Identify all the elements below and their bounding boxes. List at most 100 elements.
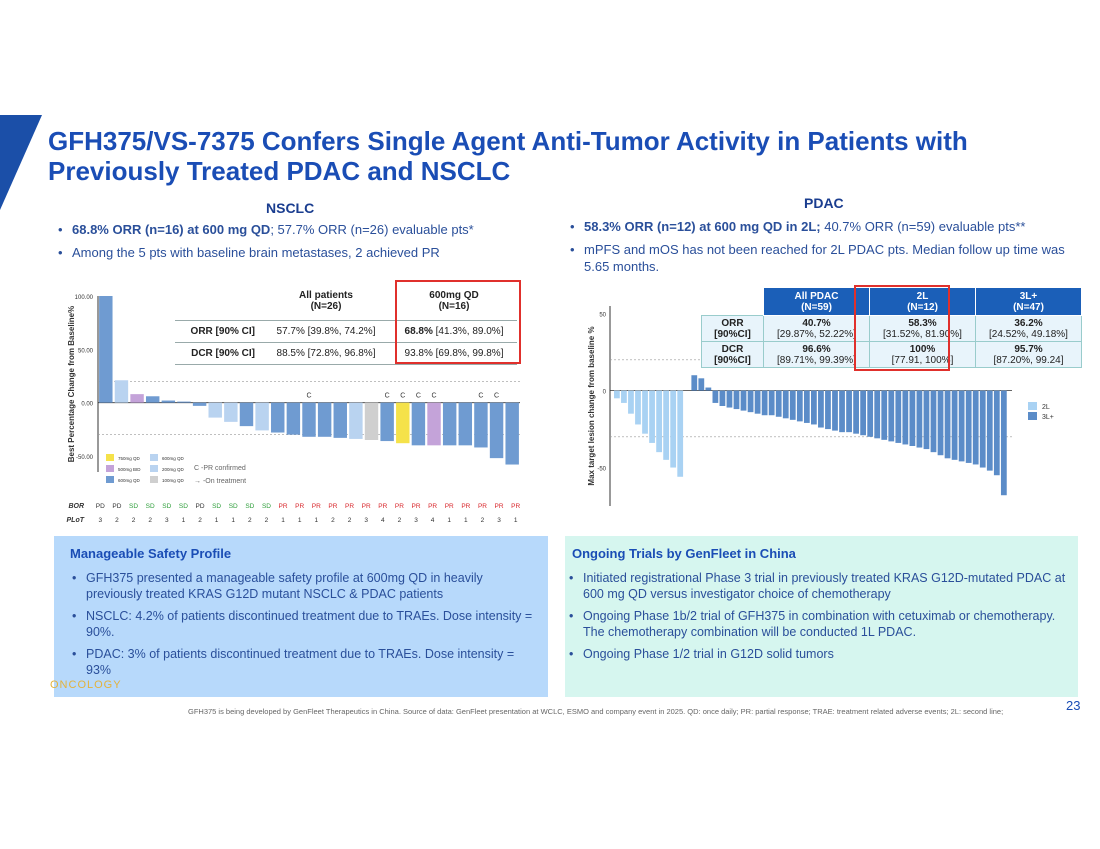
bar xyxy=(635,390,641,425)
nsclc-bullet-1: 68.8% ORR (n=16) at 600 mg QD; 57.7% ORR… xyxy=(56,221,536,238)
bor-value: PD xyxy=(96,503,105,510)
bar xyxy=(442,402,457,446)
legend-label-3l: 3L+ xyxy=(1042,414,1054,421)
plot-label: PLoT xyxy=(67,517,85,524)
bor-value: PR xyxy=(495,503,504,510)
list-item: Ongoing Phase 1b/2 trial of GFH375 in co… xyxy=(569,608,1069,640)
y-tick-label: -50.00 xyxy=(76,455,94,461)
bar xyxy=(1000,390,1007,496)
bor-value: PD xyxy=(195,503,204,510)
plot-value: 1 xyxy=(464,517,468,524)
bor-label: BOR xyxy=(68,503,84,510)
bar xyxy=(474,402,488,448)
plot-value: 2 xyxy=(348,517,352,524)
pdac-col-all: All PDAC (N=59) xyxy=(763,287,870,316)
y-tick-label: 50.00 xyxy=(78,348,94,354)
bor-value: PD xyxy=(112,503,121,510)
plot-value: 2 xyxy=(115,517,119,524)
bar xyxy=(317,402,332,437)
plot-value: 1 xyxy=(514,517,518,524)
bor-value: SD xyxy=(229,503,238,510)
accent-shape xyxy=(0,115,42,210)
bar xyxy=(177,401,191,403)
bar xyxy=(302,402,316,437)
plot-value: 1 xyxy=(215,517,219,524)
plot-value: 4 xyxy=(431,517,435,524)
pr-confirmed-marker: C xyxy=(306,393,311,400)
plot-value: 3 xyxy=(364,517,368,524)
nsclc-col-600: 600mg QD (N=16) xyxy=(391,282,517,321)
bar xyxy=(740,390,747,411)
legend-label: 200mg QD xyxy=(162,467,185,472)
slide-title: GFH375/VS-7375 Confers Single Agent Anti… xyxy=(48,126,968,186)
bor-value: SD xyxy=(129,503,138,510)
legend-swatch-3l xyxy=(1028,412,1037,420)
bar xyxy=(733,390,740,410)
pdac-col-2l: 2L (N=12) xyxy=(869,287,976,316)
plot-value: 1 xyxy=(447,517,451,524)
bor-value: PR xyxy=(345,503,354,510)
bor-value: PR xyxy=(478,503,487,510)
bar xyxy=(628,390,634,414)
legend-swatch xyxy=(106,454,114,461)
bar xyxy=(99,296,113,403)
plot-value: 2 xyxy=(248,517,252,524)
pdac-highlight-box xyxy=(854,285,950,371)
table-row: DCR [90% CI] 88.5% [72.8%, 96.8%] 93.8% … xyxy=(175,342,517,365)
bar xyxy=(380,402,394,442)
bar xyxy=(993,390,1000,476)
bar xyxy=(505,402,519,465)
bar xyxy=(663,390,670,460)
pdac-col-3l: 3L+ (N=47) xyxy=(975,287,1082,316)
bar xyxy=(208,402,222,418)
bar xyxy=(937,390,944,456)
bor-value: PR xyxy=(378,503,387,510)
safety-title: Manageable Safety Profile xyxy=(70,546,232,561)
legend-arrow-marker: → -On treatment xyxy=(194,478,246,485)
bor-value: PR xyxy=(445,503,454,510)
bor-value: SD xyxy=(179,503,188,510)
bar xyxy=(161,400,176,403)
y-axis-label: Max target lesion change from baseline % xyxy=(587,326,596,485)
plot-value: 1 xyxy=(298,517,302,524)
pr-confirmed-marker: C xyxy=(400,393,405,400)
bar xyxy=(691,375,698,391)
bar xyxy=(255,402,269,431)
bar xyxy=(411,402,426,446)
bor-value: SD xyxy=(212,503,221,510)
pr-confirmed-marker: C xyxy=(416,393,421,400)
bar xyxy=(909,390,916,446)
legend-label: 600mg QD xyxy=(162,456,185,461)
bar xyxy=(902,390,909,445)
nsclc-col-all: All patients (N=26) xyxy=(261,282,391,321)
plot-value: 3 xyxy=(98,517,102,524)
bar xyxy=(489,402,504,459)
legend-swatch xyxy=(150,465,158,472)
bar xyxy=(789,390,796,420)
bar xyxy=(427,402,441,446)
bor-value: SD xyxy=(245,503,254,510)
ongoing-list: Initiated registrational Phase 3 trial i… xyxy=(569,570,1069,668)
plot-value: 2 xyxy=(132,517,136,524)
y-axis-label: Best Percentage Change from Baseline% xyxy=(67,306,76,463)
bar xyxy=(364,402,379,440)
bar xyxy=(860,390,867,436)
legend-label: 750mg QD xyxy=(118,456,141,461)
bor-value: PR xyxy=(511,503,520,510)
plot-value: 3 xyxy=(414,517,418,524)
bar xyxy=(895,390,902,443)
bar xyxy=(972,390,979,465)
list-item: GFH375 presented a manageable safety pro… xyxy=(72,570,538,602)
legend-label: 500mg BID xyxy=(118,467,141,472)
legend-swatch-2l xyxy=(1028,402,1037,410)
bor-value: SD xyxy=(146,503,155,510)
safety-list: GFH375 presented a manageable safety pro… xyxy=(72,570,538,684)
bar xyxy=(796,390,803,422)
y-tick-label: 0 xyxy=(603,390,607,396)
pr-confirmed-marker: C xyxy=(494,393,499,400)
bar xyxy=(705,387,712,391)
bar xyxy=(811,390,817,425)
list-item: Ongoing Phase 1/2 trial in G12D solid tu… xyxy=(569,646,1069,662)
